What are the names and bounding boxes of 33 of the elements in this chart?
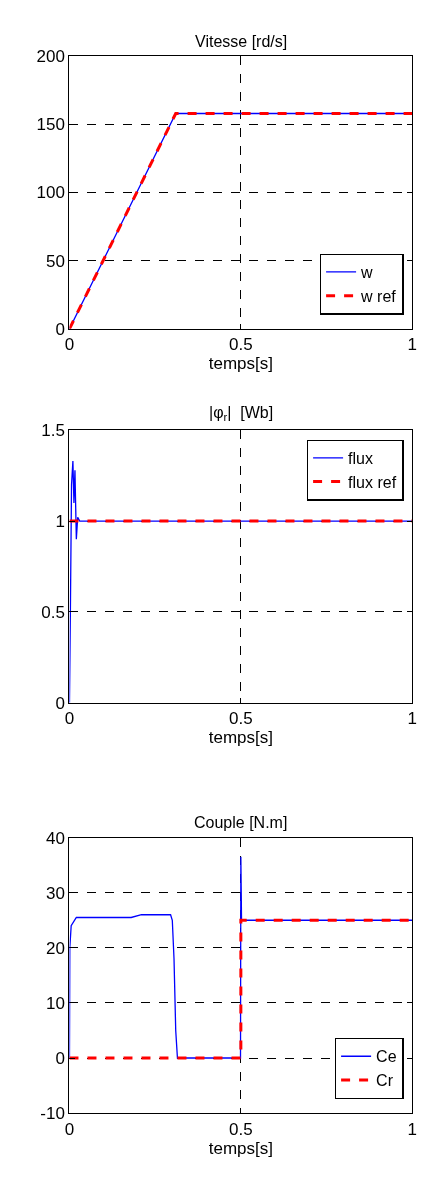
y-tick-label: 150	[36, 115, 65, 135]
y-tick-label: -10	[40, 1104, 65, 1124]
chart-title: Vitesse [rd/s]	[195, 33, 288, 50]
y-tick-label: 0	[55, 319, 65, 339]
y-tick-label: 1	[55, 511, 65, 531]
legend-label: flux ref	[348, 473, 397, 491]
y-tick-label: 100	[36, 183, 65, 203]
y-tick-label: 0	[55, 1048, 65, 1068]
x-axis-title: temps[s]	[208, 354, 273, 374]
x-axis-title: temps[s]	[208, 1138, 273, 1158]
legend-label: Cr	[376, 1072, 394, 1090]
y-tick-label: 50	[46, 251, 65, 271]
legend-label: w ref	[360, 287, 397, 305]
y-tick-label: 30	[46, 883, 65, 903]
y-tick-label: 40	[46, 828, 65, 848]
y-tick-label: 20	[46, 938, 65, 958]
legend-label: Ce	[376, 1048, 397, 1066]
legend-label: flux	[348, 450, 373, 468]
x-tick-label: 0.5	[229, 709, 253, 729]
x-tick-label: 0.5	[229, 335, 253, 355]
chart-title: |φ$_{r}$| [Wb]	[209, 404, 274, 424]
y-tick-label: 10	[46, 993, 65, 1013]
y-tick-label: 0	[55, 693, 65, 713]
x-axis-title: temps[s]	[208, 728, 273, 748]
x-tick-label: 1	[407, 709, 417, 729]
x-tick-label: 0.5	[229, 1119, 253, 1139]
y-tick-label: 200	[36, 47, 65, 67]
y-tick-label: 1.5	[41, 421, 65, 441]
x-tick-label: 1	[407, 1119, 417, 1139]
chart-title: Couple [N.m]	[194, 814, 288, 831]
y-tick-label: 0.5	[41, 602, 65, 622]
x-tick-label: 1	[407, 335, 417, 355]
legend-label: w	[360, 264, 374, 282]
